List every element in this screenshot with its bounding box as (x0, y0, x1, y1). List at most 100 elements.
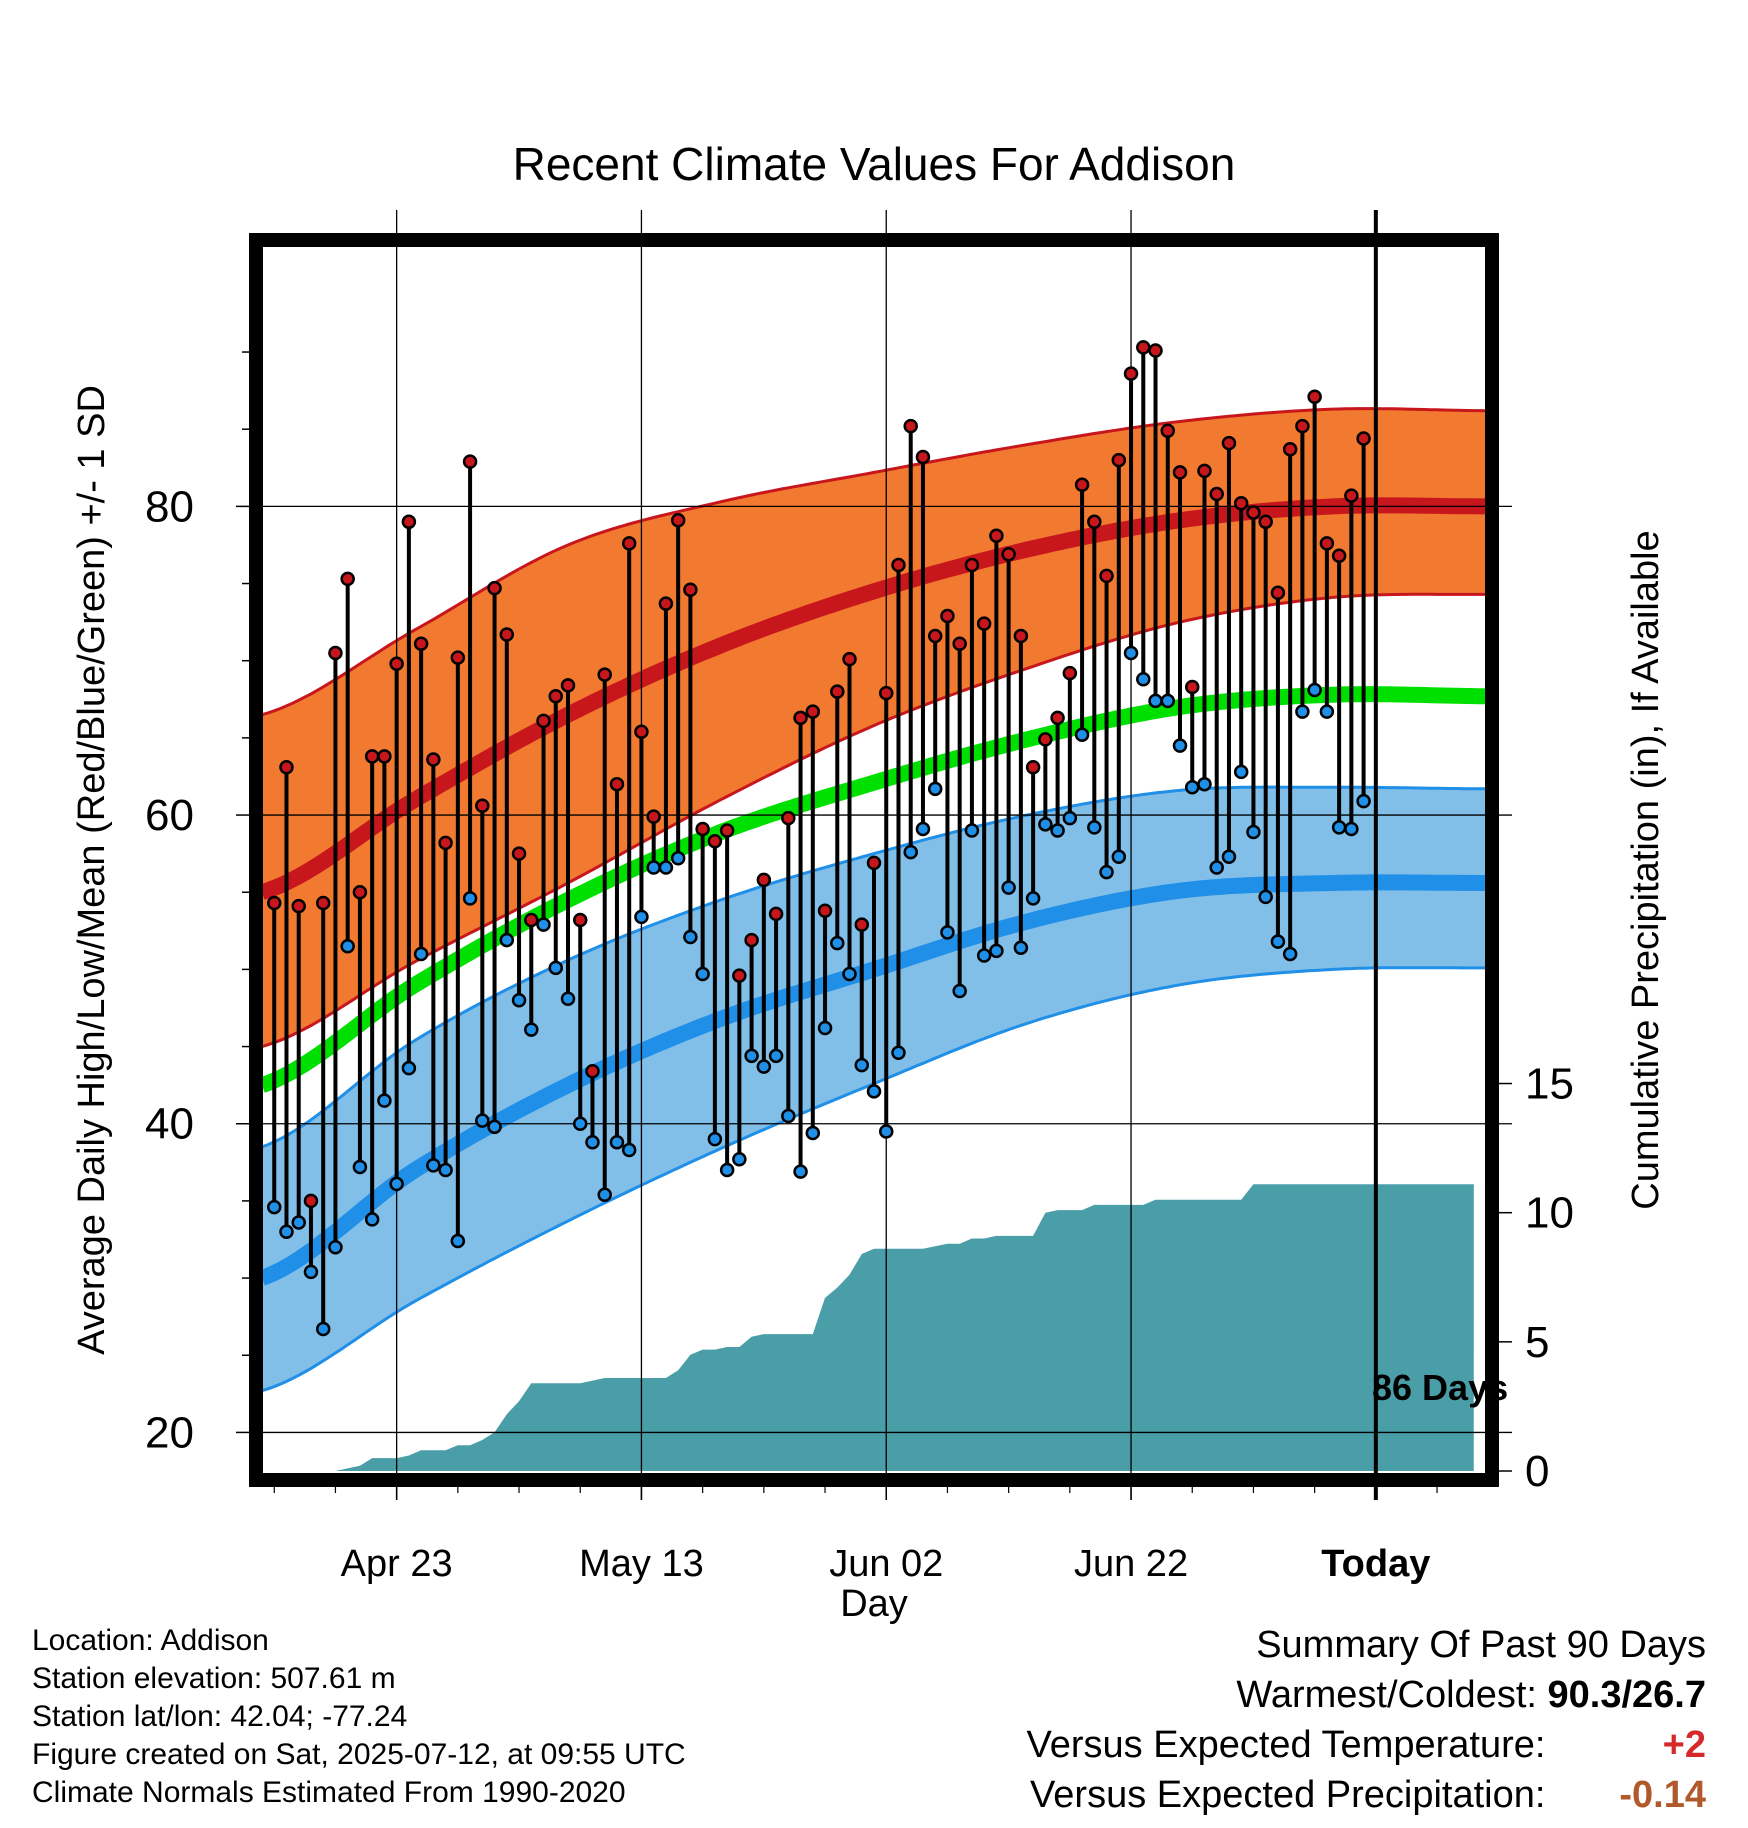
today-marker-label: 86 Days (1372, 1367, 1508, 1408)
high-point (670, 513, 686, 528)
low-point (572, 1116, 588, 1131)
high-point (413, 636, 429, 651)
high-point (438, 835, 453, 851)
low-sd-band (262, 787, 1486, 1391)
high-point (462, 454, 478, 469)
high-point (1074, 477, 1090, 493)
high-point (560, 678, 576, 693)
low-point (695, 966, 710, 982)
high-point (340, 571, 355, 587)
low-point (352, 1159, 368, 1175)
y-tick-label: 20 (145, 1408, 194, 1457)
low-point (1258, 889, 1273, 905)
x-tick-label: Apr 23 (341, 1543, 453, 1585)
y-tick-label: 40 (145, 1100, 194, 1149)
high-point (524, 912, 539, 928)
high-point (927, 628, 943, 644)
low-point (1025, 891, 1041, 906)
precipitation-area-fill (335, 1184, 1474, 1471)
low-point (499, 932, 515, 948)
high-point (744, 932, 759, 948)
low-point (683, 929, 698, 945)
low-point (1209, 860, 1224, 875)
high-point (1136, 340, 1151, 355)
high-point (1344, 488, 1359, 503)
precip-value: -0.14 (1619, 1774, 1706, 1816)
low-point (1001, 880, 1016, 895)
high-point (866, 855, 882, 871)
low-point (1013, 940, 1029, 956)
low-point (1160, 693, 1176, 709)
chart-title: Recent Climate Values For Addison (513, 138, 1236, 190)
low-point (1221, 849, 1237, 864)
high-point (658, 596, 674, 611)
high-point (964, 557, 980, 573)
high-point (450, 650, 466, 665)
low-point (830, 935, 845, 951)
high-point (1013, 628, 1029, 644)
high-point (1038, 732, 1053, 747)
low-point (291, 1215, 306, 1230)
high-point (732, 968, 747, 983)
low-point (303, 1264, 319, 1280)
low-point (964, 823, 980, 838)
low-point (536, 917, 551, 932)
high-point (585, 1064, 600, 1079)
x-tick-label: May 13 (579, 1543, 704, 1585)
low-point (364, 1212, 380, 1227)
y2-axis-label: Cumulative Precipitation (in), If Availa… (1625, 530, 1667, 1209)
high-point (1221, 435, 1237, 451)
high-point (768, 906, 784, 922)
high-point (511, 846, 527, 861)
low-point (866, 1084, 882, 1099)
low-point (560, 991, 576, 1006)
high-point (1099, 568, 1114, 584)
high-point (1148, 343, 1163, 358)
high-point (1270, 585, 1286, 601)
low-point (266, 1199, 282, 1215)
y2-tick-label: 10 (1525, 1189, 1574, 1238)
summary-panel: Summary Of Past 90 Days Warmest/Coldest:… (1027, 1620, 1706, 1820)
low-point (1050, 823, 1065, 838)
low-point (438, 1162, 453, 1178)
low-point (621, 1142, 637, 1158)
low-point (1319, 704, 1335, 719)
low-point (462, 891, 478, 906)
high-point (952, 636, 967, 651)
low-point (475, 1113, 490, 1128)
latlon-text: Station lat/lon: 42.04; -77.24 (32, 1700, 408, 1733)
high-point (1184, 679, 1200, 695)
high-point (646, 809, 661, 824)
y2-tick-label: 15 (1525, 1060, 1574, 1109)
x-tick-label: Jun 02 (829, 1543, 943, 1585)
low-point (1111, 849, 1127, 864)
low-point (279, 1224, 294, 1240)
high-point (683, 582, 698, 597)
low-point (670, 851, 686, 866)
high-point (352, 884, 368, 900)
low-point (1038, 817, 1053, 832)
high-point (1319, 536, 1335, 551)
low-point (450, 1233, 466, 1249)
high-point (621, 536, 637, 551)
high-point (976, 616, 992, 631)
low-point (940, 925, 955, 940)
low-point (854, 1057, 870, 1073)
summary-precip-row: Versus Expected Precipitation: -0.14 (1027, 1770, 1706, 1820)
low-point (597, 1187, 612, 1202)
warmest-label: Warmest/Coldest: (1236, 1674, 1537, 1716)
high-point (401, 514, 417, 530)
high-point (805, 704, 821, 719)
low-point (1282, 946, 1298, 962)
precipitation-area (335, 1184, 1474, 1471)
temp-label: Versus Expected Temperature: (1026, 1724, 1546, 1766)
low-point (744, 1048, 759, 1064)
high-point (940, 608, 955, 624)
y-tick-label: 80 (145, 482, 194, 531)
high-sd-band-upper-edge (261, 407, 1487, 717)
high-point (1356, 431, 1371, 446)
low-sd-band-upper-edge (261, 785, 1486, 1149)
low-point (401, 1060, 417, 1076)
high-point (572, 912, 588, 928)
high-point (1295, 418, 1310, 434)
